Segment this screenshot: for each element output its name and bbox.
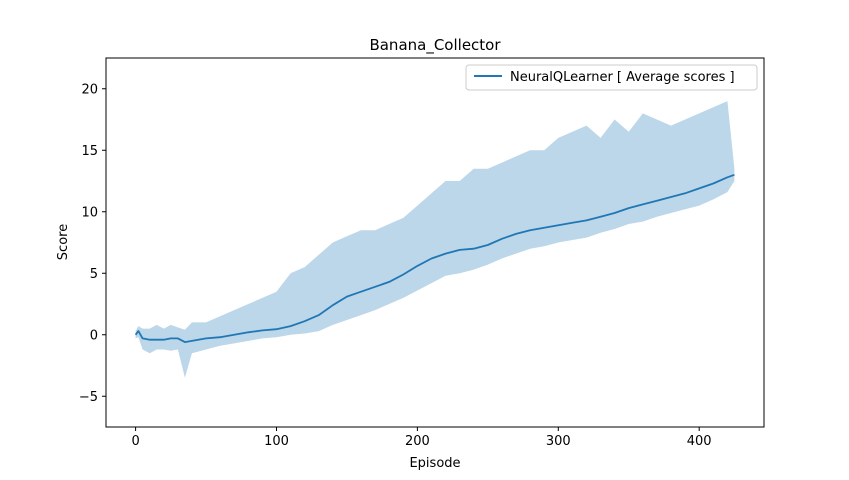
y-tick-label: −5 (79, 390, 98, 405)
y-tick-label: 5 (90, 267, 98, 282)
y-axis-label: Score (56, 224, 71, 260)
y-tick-label: 0 (90, 328, 98, 343)
legend-label: NeuralQLearner [ Average scores ] (510, 70, 735, 85)
score-band-layer (135, 101, 735, 378)
x-tick-label: 100 (264, 434, 289, 449)
plot-area (134, 101, 735, 378)
legend-box (465, 64, 758, 91)
y-tick-label: 10 (81, 205, 98, 220)
y-axis-ticks: −5 0 5 10 15 20 (79, 82, 106, 405)
x-tick-label: 400 (687, 434, 712, 449)
series-line-average-scores (134, 173, 735, 344)
x-tick-label: 0 (131, 434, 139, 449)
chart-title: Banana_Collector (369, 36, 501, 55)
y-tick-label: 20 (81, 82, 98, 97)
x-tick-label: 300 (546, 434, 571, 449)
x-axis-label: Episode (409, 456, 460, 471)
y-tick-label: 15 (81, 144, 98, 159)
x-axis-ticks: 0 100 200 300 400 (131, 427, 712, 449)
axes-frame (105, 57, 765, 428)
score-band (135, 101, 735, 378)
legend: NeuralQLearner [ Average scores ] (465, 64, 758, 91)
x-tick-label: 200 (405, 434, 430, 449)
series-line-layer (134, 173, 735, 344)
